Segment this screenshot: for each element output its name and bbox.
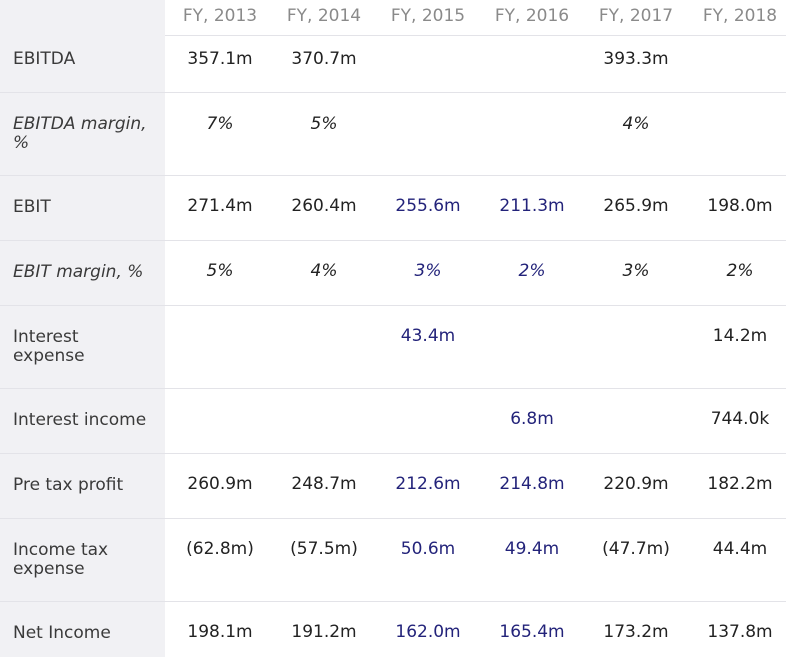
row-label: EBITDA margin, % [13,114,147,153]
table-row-pre-tax-profit: Pre tax profit 260.9m 248.7m 212.6m 214.… [0,454,786,519]
row-label: Interest income [13,410,147,430]
value-cell: 260.4m [291,196,357,216]
row-label: Pre tax profit [13,475,124,495]
value-cell: 2% [518,261,546,281]
value-cell: 212.6m [395,474,461,494]
value-cell: 165.4m [499,622,565,642]
row-label: EBITDA [13,49,76,69]
value-cell: 162.0m [395,622,461,642]
year-header: FY, 2016 [494,6,570,26]
value-cell: 744.0k [710,409,770,429]
value-cell: 198.1m [187,622,253,642]
table-row-interest-expense: Interest expense 43.4m 14.2m [0,306,786,389]
value-cell: 2% [726,261,754,281]
value-cell: 50.6m [400,539,456,559]
row-label: EBIT margin, % [13,262,144,282]
value-cell: 14.2m [712,326,768,346]
year-header: FY, 2017 [598,6,674,26]
value-cell: 357.1m [187,49,253,69]
value-cell: 214.8m [499,474,565,494]
value-cell: 6.8m [510,409,554,429]
row-label: EBIT [13,197,51,217]
table-row-ebit: EBIT 271.4m 260.4m 255.6m 211.3m 265.9m … [0,176,786,241]
value-cell: 7% [206,114,234,134]
value-cell: 3% [414,261,442,281]
table-row-income-tax-expense: Income tax expense (62.8m) (57.5m) 50.6m… [0,519,786,602]
value-cell: 198.0m [707,196,773,216]
value-cell: 220.9m [603,474,669,494]
value-cell: 393.3m [603,49,669,69]
value-cell: 173.2m [603,622,669,642]
value-cell: 260.9m [187,474,253,494]
row-label: Interest expense [13,327,85,366]
table-row-ebit-margin: EBIT margin, % 5% 4% 3% 2% 3% 2% [0,241,786,306]
value-cell: 248.7m [291,474,357,494]
year-header: FY, 2015 [390,6,466,26]
year-header: FY, 2014 [286,6,362,26]
value-cell: (62.8m) [186,539,254,559]
value-cell: 137.8m [707,622,773,642]
year-header: FY, 2013 [182,6,258,26]
value-cell: 5% [206,261,234,281]
header-label-cell: amortization [0,0,165,35]
value-cell: (57.5m) [290,539,358,559]
year-header: FY, 2018 [702,6,778,26]
header-row: amortization FY, 2013 FY, 2014 FY, 2015 … [0,0,786,36]
table-row-ebitda: EBITDA 357.1m 370.7m 393.3m [0,35,786,93]
row-label: Net Income [13,623,111,643]
row-label: Income tax expense [13,540,109,579]
value-cell: 43.4m [400,326,456,346]
value-cell: 4% [310,261,338,281]
value-cell: (47.7m) [602,539,670,559]
value-cell: 182.2m [707,474,773,494]
value-cell: 4% [622,114,650,134]
value-cell: 370.7m [291,49,357,69]
value-cell: 255.6m [395,196,461,216]
value-cell: 265.9m [603,196,669,216]
header-cut-label: amortization [13,0,121,5]
value-cell: 5% [310,114,338,134]
table-row-ebitda-margin: EBITDA margin, % 7% 5% 4% [0,93,786,176]
value-cell: 211.3m [499,196,565,216]
value-cell: 49.4m [504,539,560,559]
value-cell: 3% [622,261,650,281]
value-cell: 271.4m [187,196,253,216]
table-row-interest-income: Interest income 6.8m 744.0k [0,389,786,454]
table-row-net-income: Net Income 198.1m 191.2m 162.0m 165.4m 1… [0,602,786,657]
value-cell: 44.4m [712,539,768,559]
value-cell: 191.2m [291,622,357,642]
